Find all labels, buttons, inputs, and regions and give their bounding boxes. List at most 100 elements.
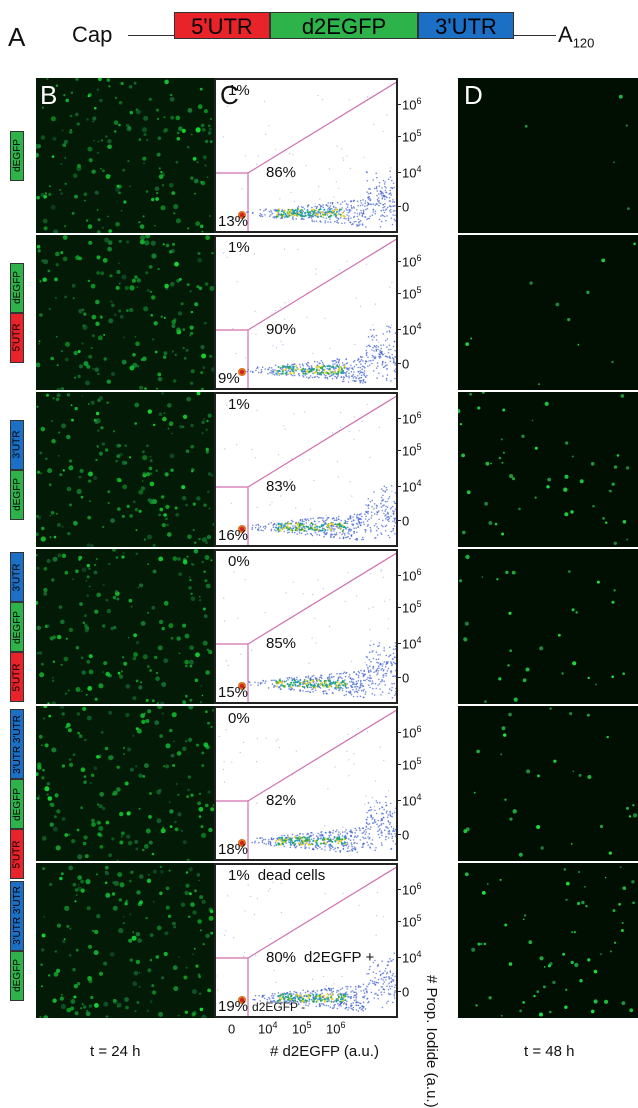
y-tick-mark	[396, 921, 401, 922]
y-tick-mark	[396, 575, 401, 576]
dead-cells-percent: 1% dead cells	[228, 867, 325, 884]
microscopy-24h	[36, 78, 214, 233]
y-tick-label: 105	[402, 913, 421, 929]
x-tick-exp: 4	[272, 1020, 278, 1030]
y-tick-mark	[396, 450, 401, 451]
microscopy-48h	[458, 78, 638, 233]
x-tick-exp: 6	[340, 1020, 346, 1030]
negative-cells-percent-value: 9%	[218, 370, 240, 387]
y-tick-label: 104	[402, 635, 421, 651]
y-tick-mark	[396, 677, 401, 678]
x-axis-label: # d2EGFP (a.u.)	[270, 1043, 379, 1060]
construct-segment-text: dEGFP	[11, 139, 23, 172]
y-tick-label: 106	[402, 881, 421, 897]
y-tick-exp: 5	[416, 913, 422, 923]
construct-segment-label: 5'UTR	[10, 652, 24, 702]
dead-cells-percent-value: 1%	[228, 867, 250, 884]
y-tick-label: 104	[402, 164, 421, 180]
y-tick-base: 10	[402, 322, 417, 338]
x-tick-label: 106	[326, 1020, 345, 1036]
microscopy-24h	[36, 549, 214, 704]
dead-cells-percent: 0%	[228, 710, 250, 727]
dead-cells-percent-value: 0%	[228, 710, 250, 727]
y-tick-label: 105	[402, 599, 421, 615]
y-tick-base: 10	[402, 950, 417, 966]
y-tick-base: 10	[402, 757, 417, 773]
live-cells-percent: 82%	[266, 792, 296, 809]
y-tick-mark	[396, 834, 401, 835]
y-tick-exp: 6	[416, 96, 422, 106]
y-tick-mark	[396, 764, 401, 765]
y-tick-label: 104	[402, 478, 421, 494]
x-tick-base: 0	[228, 1021, 236, 1037]
microscopy-24h	[36, 863, 214, 1018]
construct-segment-text: 3'UTR	[11, 562, 23, 592]
dead-cells-percent: 1%	[228, 82, 250, 99]
y-tick-label: 0	[402, 355, 409, 371]
polya-sub: 120	[572, 35, 595, 51]
y-tick-label: 0	[402, 826, 409, 842]
y-tick-exp: 6	[416, 253, 422, 263]
live-cells-percent: 80% d2EGFP +	[266, 949, 374, 966]
y-tick-label: 106	[402, 410, 421, 426]
y-tick-base: 10	[402, 411, 417, 427]
live-cells-percent: 85%	[266, 635, 296, 652]
y-tick-label: 0	[402, 198, 409, 214]
y-tick-base: 10	[402, 636, 417, 652]
y-tick-mark	[396, 991, 401, 992]
construct-segment-label: dEGFP	[10, 130, 24, 181]
y-tick-base: 0	[402, 827, 410, 843]
construct-d2egfp: d2EGFP	[270, 12, 418, 39]
y-tick-base: 10	[402, 882, 417, 898]
y-tick-label: 0	[402, 669, 409, 685]
live-cells-percent-value: 86%	[266, 164, 297, 181]
caption-48h: t = 48 h	[524, 1043, 575, 1060]
microscopy-48h	[458, 549, 638, 704]
negative-cells-percent: 18%	[218, 841, 248, 858]
y-tick-base: 0	[402, 513, 410, 529]
y-tick-label: 0	[402, 983, 409, 999]
microscopy-24h	[36, 235, 214, 390]
y-tick-exp: 5	[416, 756, 422, 766]
dead-cells-percent: 0%	[228, 553, 250, 570]
y-tick-exp: 6	[416, 881, 422, 891]
y-tick-base: 10	[402, 793, 417, 809]
x-tick-label: 104	[258, 1020, 277, 1036]
construct-segment-text: dEGFP	[11, 478, 23, 511]
y-tick-mark	[396, 329, 401, 330]
y-tick-exp: 5	[416, 442, 422, 452]
y-tick-exp: 4	[416, 949, 422, 959]
live-cells-percent-value: 83%	[266, 478, 297, 495]
panel-c-label: C	[220, 80, 239, 110]
construct-segment-text: dEGFP	[11, 959, 23, 992]
construct-segment-text: dEGFP	[11, 610, 23, 644]
flow-cytometry-plot	[214, 706, 398, 861]
construct-segment-label: 3'UTR	[10, 552, 24, 602]
microscopy-48h	[458, 392, 638, 547]
construct-segment-label: 5'UTR	[10, 312, 24, 363]
microscopy-48h	[458, 863, 638, 1018]
y-tick-exp: 4	[416, 478, 422, 488]
live-cells-percent: 90%	[266, 321, 296, 338]
y-tick-label: 106	[402, 567, 421, 583]
y-tick-exp: 5	[416, 128, 422, 138]
construct-segment-label: dEGFP	[10, 602, 24, 652]
y-tick-label: 105	[402, 128, 421, 144]
construct-line-right	[514, 35, 556, 36]
construct-segment-text: 3'UTR 3'UTR	[11, 714, 23, 774]
x-tick-label: 0	[228, 1020, 235, 1036]
y-tick-mark	[396, 486, 401, 487]
y-tick-base: 0	[402, 356, 410, 372]
dead-cells-percent-value: 1%	[228, 82, 250, 99]
y-tick-exp: 4	[416, 164, 422, 174]
y-tick-label: 106	[402, 253, 421, 269]
y-tick-label: 105	[402, 442, 421, 458]
y-tick-mark	[396, 104, 401, 105]
microscopy-24h	[36, 706, 214, 861]
y-tick-base: 10	[402, 286, 417, 302]
negative-cells-percent-value: 15%	[218, 684, 249, 701]
dead-cells-percent-label: dead cells	[257, 867, 326, 884]
panel-a-label: A	[8, 22, 26, 52]
y-tick-mark	[396, 889, 401, 890]
y-tick-label: 0	[402, 512, 409, 528]
